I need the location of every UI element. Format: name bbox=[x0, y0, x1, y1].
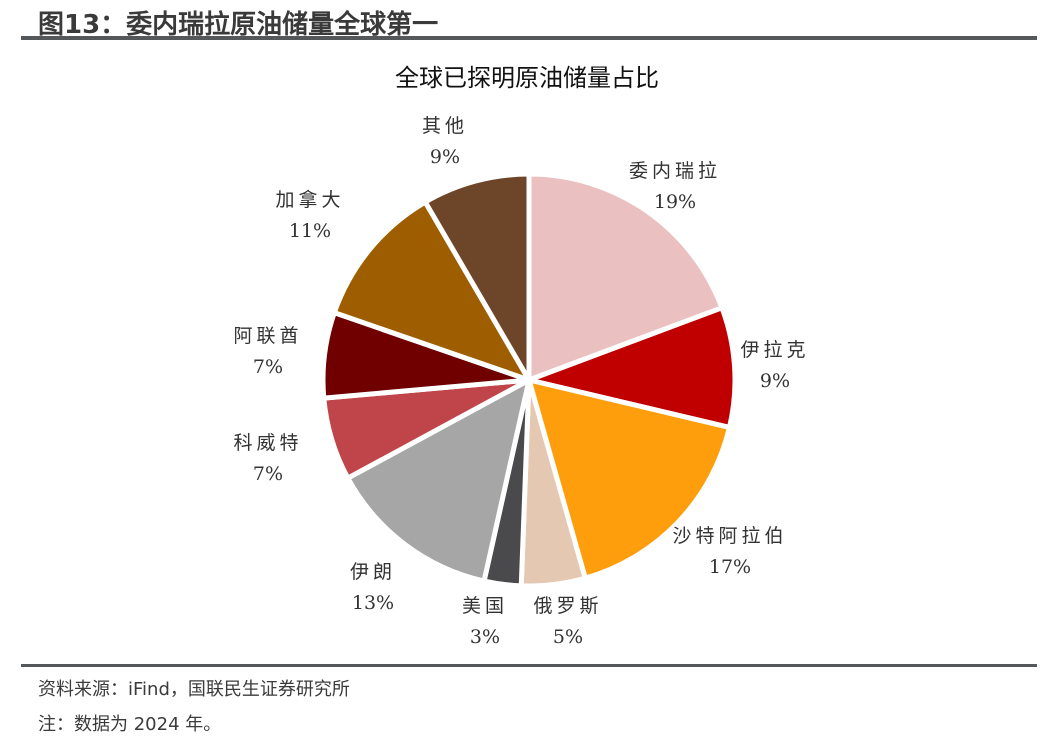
slice-label-name: 美国 bbox=[461, 595, 509, 617]
slice-label: 阿联酋 7% bbox=[233, 321, 302, 383]
slice-label: 美国 3% bbox=[462, 591, 508, 653]
slice-label-name: 阿联酋 bbox=[233, 325, 303, 347]
slice-label: 加拿大 11% bbox=[275, 185, 344, 247]
pie-slice bbox=[526, 377, 732, 581]
slice-label-percent: 19% bbox=[653, 191, 697, 213]
slice-label-name: 伊拉克 bbox=[740, 339, 810, 361]
footer-divider bbox=[21, 664, 1037, 667]
slice-label-percent: 17% bbox=[708, 556, 752, 578]
slice-label-percent: 13% bbox=[351, 592, 395, 614]
data-note: 注：数据为 2024 年。 bbox=[38, 714, 222, 735]
pie-slice bbox=[526, 305, 738, 430]
title-divider bbox=[21, 36, 1037, 40]
pie-slice bbox=[526, 171, 725, 383]
slice-label-name: 加拿大 bbox=[275, 189, 345, 211]
slice-label: 其他 9% bbox=[422, 111, 468, 173]
slice-label-name: 其他 bbox=[421, 115, 469, 137]
slice-label-name: 委内瑞拉 bbox=[628, 160, 722, 182]
slice-label: 科威特 7% bbox=[233, 428, 302, 490]
slice-label-percent: 3% bbox=[469, 626, 501, 648]
pie-slice bbox=[422, 171, 532, 383]
slice-label-name: 沙特阿拉伯 bbox=[672, 525, 788, 547]
slice-label-percent: 9% bbox=[429, 146, 461, 168]
slice-label-name: 伊朗 bbox=[349, 561, 397, 583]
slice-label-name: 俄罗斯 bbox=[533, 595, 603, 617]
slice-label-percent: 7% bbox=[252, 463, 284, 485]
slice-label-percent: 7% bbox=[252, 356, 284, 378]
slice-label: 俄罗斯 5% bbox=[533, 591, 602, 653]
slice-label-name: 科威特 bbox=[233, 432, 303, 454]
slice-label: 沙特阿拉伯 17% bbox=[672, 521, 787, 583]
slice-label-percent: 5% bbox=[552, 626, 584, 648]
slice-label: 委内瑞拉 19% bbox=[629, 156, 721, 218]
pie-slice bbox=[331, 199, 532, 383]
source-note: 资料来源：iFind，国联民生证券研究所 bbox=[38, 679, 350, 700]
slice-label-percent: 9% bbox=[759, 370, 791, 392]
figure-title: 图13：委内瑞拉原油储量全球第一 bbox=[38, 10, 439, 40]
slice-label: 伊朗 13% bbox=[350, 557, 396, 619]
slice-label-percent: 11% bbox=[288, 220, 332, 242]
chart-title: 全球已探明原油储量占比 bbox=[395, 64, 659, 92]
pie-slice bbox=[345, 377, 532, 584]
slice-label: 伊拉克 9% bbox=[740, 335, 809, 397]
